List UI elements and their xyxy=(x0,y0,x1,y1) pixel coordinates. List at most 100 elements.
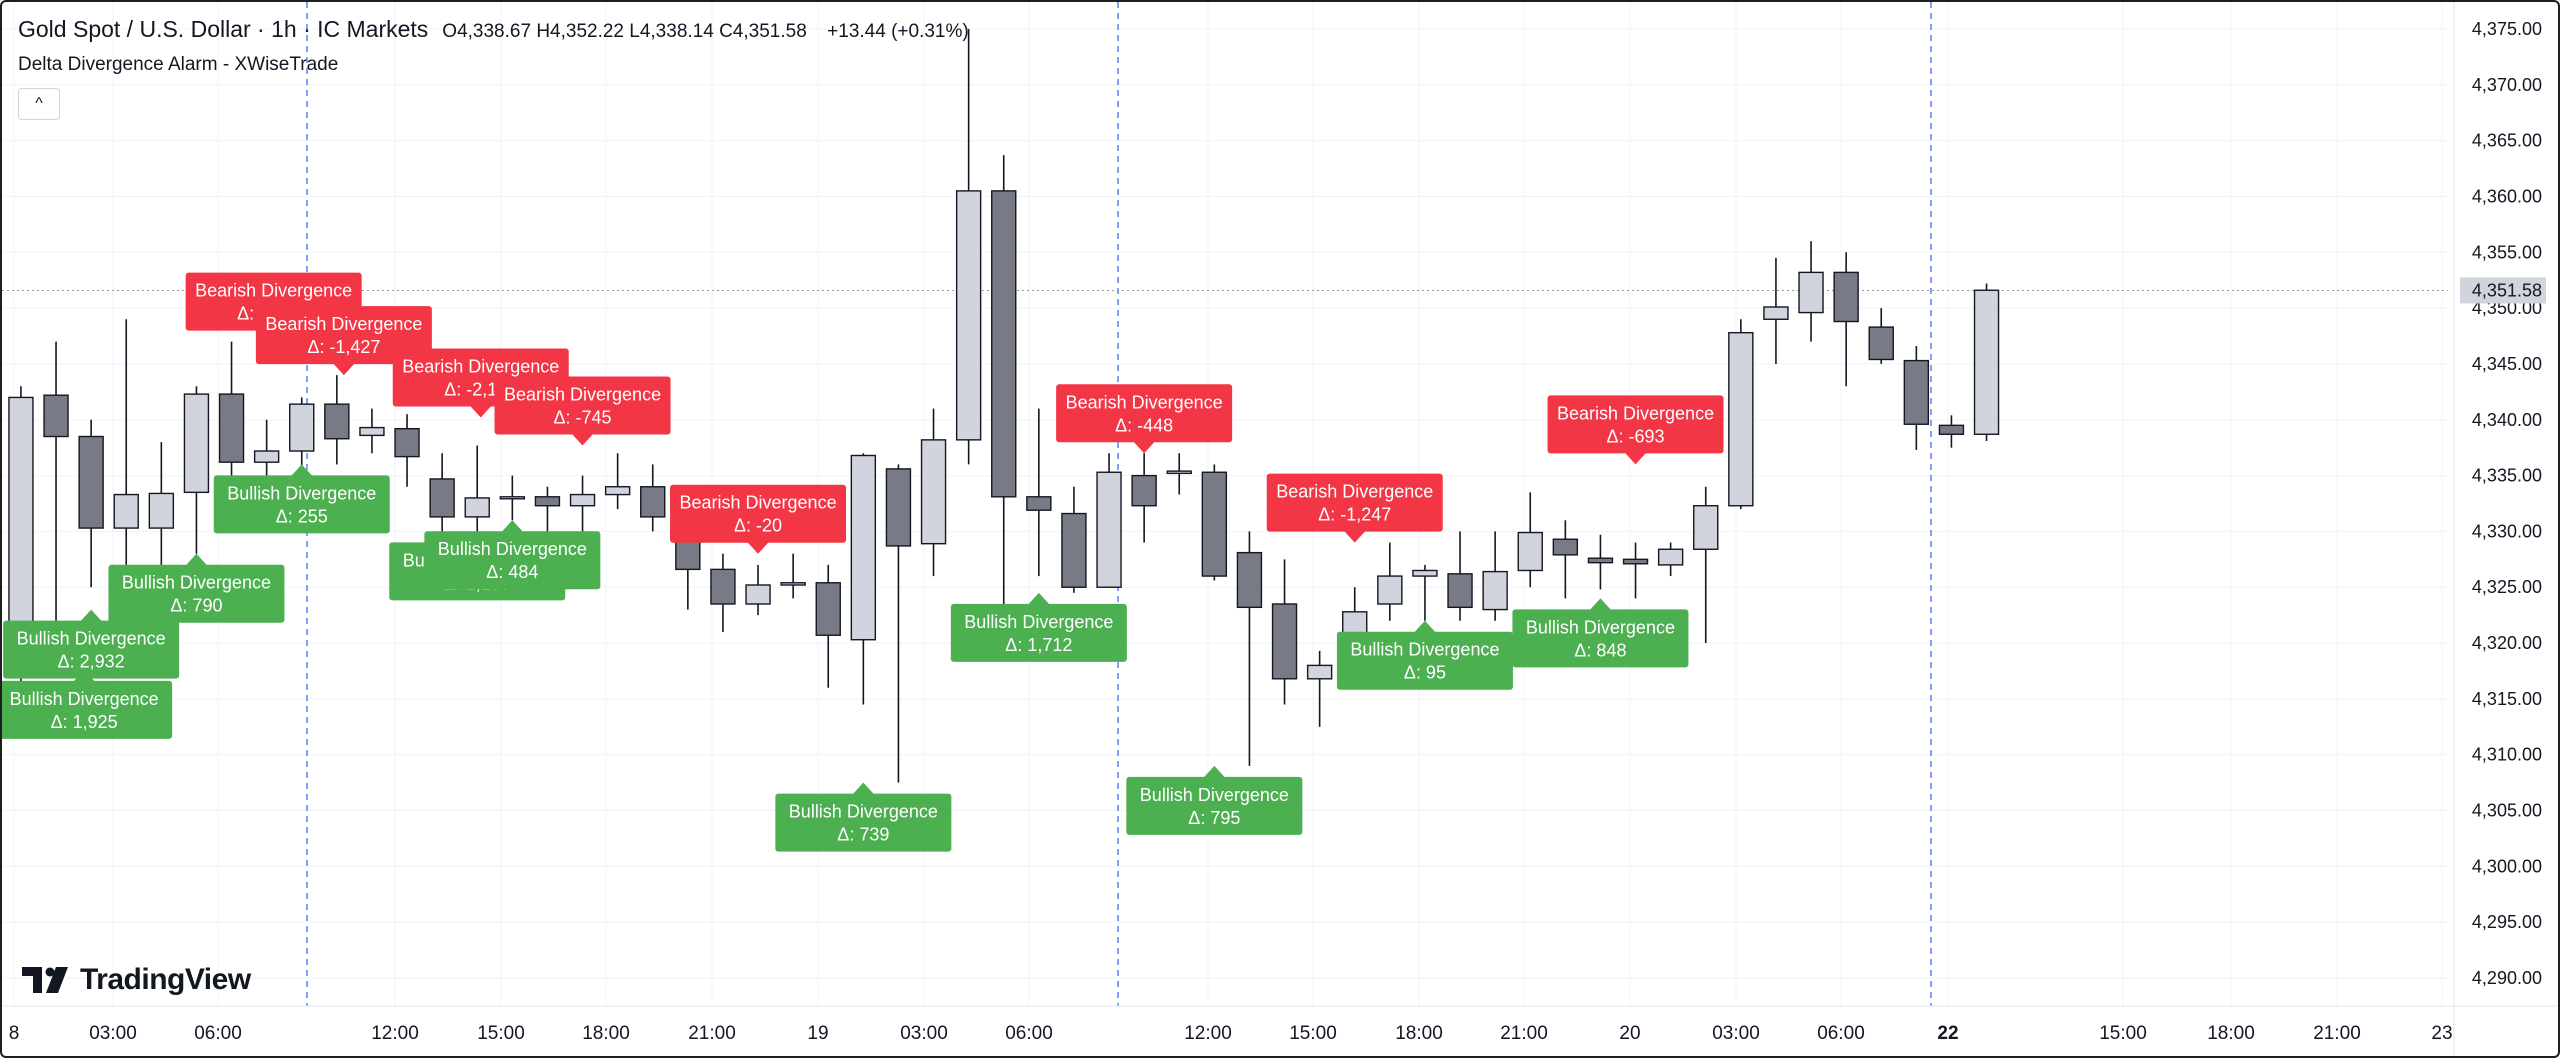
divergence-label-box xyxy=(255,306,432,365)
x-tick-label: 18:00 xyxy=(2207,1023,2255,1044)
x-tick-label: 06:00 xyxy=(1817,1023,1865,1044)
divergence-label-delta: Δ: 739 xyxy=(837,825,889,845)
y-tick-label: 4,365.00 xyxy=(2472,131,2542,151)
candle xyxy=(1622,542,1649,599)
y-tick-label: 4,335.00 xyxy=(2472,466,2542,486)
bullish-divergence-label: Bullish Divergence Δ: 95 xyxy=(1336,620,1513,690)
candle xyxy=(920,408,947,577)
candle-body xyxy=(780,582,806,586)
divergence-label-delta: Δ: -448 xyxy=(1115,415,1173,435)
y-tick-label: 4,325.00 xyxy=(2472,577,2542,597)
candle-body xyxy=(289,403,315,452)
y-tick-label: 4,345.00 xyxy=(2472,354,2542,374)
divergence-label-delta: Δ: -693 xyxy=(1607,426,1665,446)
candle xyxy=(1973,283,2000,441)
divergence-label-box xyxy=(108,564,285,623)
x-tick-label: 15:00 xyxy=(2099,1023,2147,1044)
tradingview-logo[interactable]: TradingView xyxy=(22,962,251,998)
y-tick-label: 4,340.00 xyxy=(2472,410,2542,430)
candle xyxy=(955,29,982,465)
last-price-tag: 4,351.58 xyxy=(2460,277,2546,304)
candle-body xyxy=(850,454,877,641)
symbol-title[interactable]: Gold Spot / U.S. Dollar · 1h · IC Market… xyxy=(18,16,429,42)
candle xyxy=(780,553,806,599)
candle xyxy=(745,564,771,616)
divergence-label-box xyxy=(424,531,601,590)
chart-header: Gold Spot / U.S. Dollar · 1h · IC Market… xyxy=(18,16,969,43)
candle xyxy=(1096,453,1122,588)
divergence-label-delta: Δ: 848 xyxy=(1574,640,1626,660)
candle-body xyxy=(253,450,280,463)
candle-body xyxy=(1587,557,1614,564)
divergence-label-pointer xyxy=(501,520,524,533)
candle xyxy=(604,453,631,510)
y-tick-label: 4,355.00 xyxy=(2472,242,2542,262)
bearish-divergence-label: Bearish Divergence Δ: -1,427 xyxy=(255,306,432,376)
candle-body xyxy=(955,190,982,441)
candle-body xyxy=(1201,471,1228,577)
candle xyxy=(1798,241,1824,342)
divergence-label-title: Bullish Divergence xyxy=(789,802,938,822)
candle-body xyxy=(78,435,104,529)
y-tick-label: 4,330.00 xyxy=(2472,521,2542,541)
divergence-label-box xyxy=(3,620,180,679)
x-tick-label: 21:00 xyxy=(2313,1023,2361,1044)
candle xyxy=(534,486,561,532)
divergence-label-box xyxy=(1547,395,1724,454)
candle-body xyxy=(885,468,912,547)
collapse-legend-button[interactable]: ^ xyxy=(18,88,60,120)
divergence-label-title: Bullish Divergence xyxy=(227,483,376,503)
indicator-legend[interactable]: Delta Divergence Alarm - XWiseTrade xyxy=(18,54,339,75)
candle xyxy=(1728,319,1754,510)
candle-body xyxy=(920,439,947,545)
candle xyxy=(1903,346,1930,450)
candle-body xyxy=(1061,512,1087,588)
candle-body xyxy=(1973,289,2000,435)
divergence-label-delta: Δ: 1,712 xyxy=(1005,635,1072,655)
divergence-label-delta: Δ: 255 xyxy=(276,506,328,526)
candle-body xyxy=(1026,496,1052,511)
candle-body xyxy=(1236,551,1263,609)
bullish-divergence-label: Bullish Divergence Δ: 848 xyxy=(1512,598,1689,668)
divergence-label-pointer xyxy=(747,541,770,554)
divergence-label-box xyxy=(1056,384,1233,443)
divergence-label-delta: Δ: 795 xyxy=(1188,808,1240,828)
last-price-tag-label: 4,351.58 xyxy=(2472,280,2542,300)
divergence-label-box xyxy=(775,793,952,852)
candle-body xyxy=(1447,573,1473,609)
divergence-label-pointer xyxy=(571,433,594,446)
candle-body xyxy=(710,568,736,605)
y-tick-label: 4,375.00 xyxy=(2472,19,2542,39)
x-tick-label: 21:00 xyxy=(1500,1023,1548,1044)
candle xyxy=(1693,486,1719,644)
y-tick-label: 4,360.00 xyxy=(2472,186,2542,206)
ohlc-values: O4,338.67 H4,352.22 L4,338.14 C4,351.58 xyxy=(442,21,807,42)
divergence-label-box xyxy=(1336,631,1513,690)
candle-body xyxy=(1482,570,1508,611)
divergence-label-box xyxy=(2,680,173,739)
divergence-label-pointer xyxy=(185,553,208,566)
candle xyxy=(78,419,104,588)
candle xyxy=(1201,464,1228,581)
candle xyxy=(1131,453,1157,543)
candle-body xyxy=(43,394,69,438)
candle xyxy=(464,445,490,532)
tradingview-wordmark: TradingView xyxy=(80,963,251,996)
candle xyxy=(429,453,455,532)
candle-body xyxy=(745,584,771,605)
candle xyxy=(710,553,736,632)
x-tick-label: 23 xyxy=(2431,1023,2452,1044)
x-tick-label: 21:00 xyxy=(688,1023,736,1044)
candle-body xyxy=(569,493,596,507)
divergence-label-box xyxy=(1126,776,1303,835)
bullish-divergence-label: Bullish Divergence Δ: 1,712 xyxy=(950,592,1127,662)
candle-body xyxy=(464,497,490,518)
candle xyxy=(1552,520,1579,599)
bearish-divergence-label: Bearish Divergence Δ: -448 xyxy=(1056,384,1233,454)
candle-body xyxy=(394,427,420,458)
candle-body xyxy=(429,478,455,518)
bullish-divergence-label: Bullish Divergence Δ: 795 xyxy=(1126,765,1303,835)
divergence-label-title: Bullish Divergence xyxy=(10,689,159,709)
divergence-label-title: Bullish Divergence xyxy=(1140,785,1289,805)
